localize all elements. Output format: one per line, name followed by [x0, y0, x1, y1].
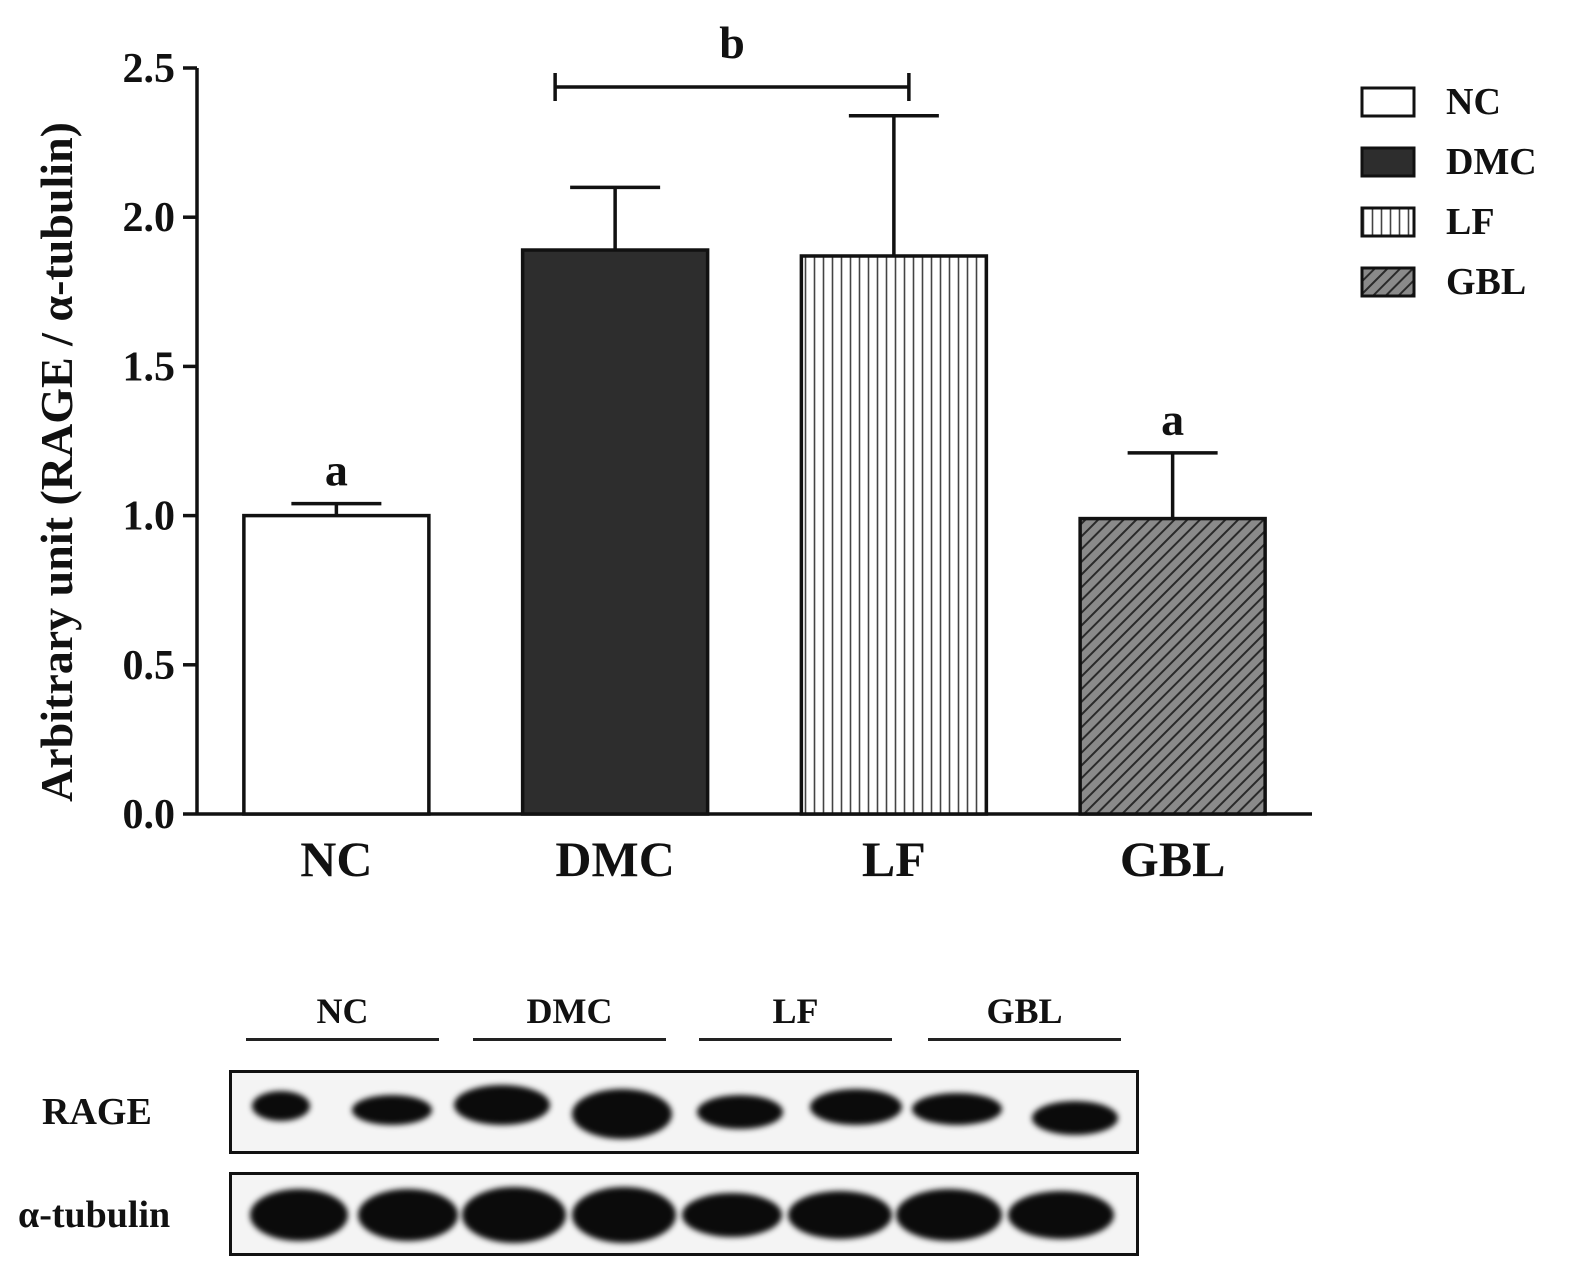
- blot-group-label: GBL: [986, 991, 1063, 1031]
- blot-group-line: [473, 1038, 666, 1041]
- legend-label: NC: [1446, 81, 1501, 123]
- blot-group-line: [928, 1038, 1121, 1041]
- bar: [799, 254, 989, 816]
- blot-group-lf: LF: [699, 990, 892, 1041]
- legend-label: DMC: [1446, 141, 1537, 183]
- x-tick-label: DMC: [555, 831, 674, 887]
- band: [912, 1093, 1002, 1125]
- bar: [1078, 516, 1267, 816]
- y-tick-label: 2.5: [123, 46, 176, 92]
- band: [358, 1189, 458, 1241]
- legend-swatch: [1360, 146, 1416, 178]
- band: [352, 1095, 432, 1125]
- blot-group-label: NC: [316, 991, 369, 1031]
- blot-row-label-tubulin: α-tubulin: [18, 1194, 171, 1236]
- y-tick-label: 2.0: [123, 195, 176, 241]
- band: [1032, 1101, 1118, 1135]
- band: [896, 1189, 1002, 1241]
- bar: [520, 248, 710, 816]
- blot-group-dmc: DMC: [473, 990, 666, 1041]
- y-tick-label: 0.5: [123, 643, 176, 689]
- bar-chart: 0.0 0.5 1.0 1.5 2.0 2.5 NC DMC LF GBL a a b NC DMC L…: [31, 17, 1537, 887]
- y-tick-label: 0.0: [123, 792, 176, 838]
- blot-group-label: LF: [772, 991, 819, 1031]
- band: [682, 1193, 782, 1237]
- blot-group-label: DMC: [526, 991, 613, 1031]
- significance-letter: a: [1161, 394, 1184, 445]
- x-tick-label: GBL: [1120, 831, 1226, 887]
- band: [788, 1191, 892, 1239]
- y-tick-label: 1.5: [123, 344, 176, 390]
- blot-group-line: [699, 1038, 892, 1041]
- x-tick-label: LF: [862, 831, 926, 887]
- x-tick-label: NC: [300, 831, 372, 887]
- band: [462, 1187, 566, 1243]
- y-axis-label: Arbitrary unit (RAGE / α-tubulin): [31, 122, 82, 802]
- y-tick-label: 1.0: [123, 494, 176, 540]
- band: [810, 1089, 902, 1125]
- blot-strip-tubulin: [229, 1172, 1139, 1256]
- band: [572, 1089, 672, 1139]
- blot-group-nc: NC: [246, 990, 439, 1041]
- legend-label: GBL: [1446, 261, 1526, 303]
- band: [572, 1187, 676, 1243]
- legend-swatch: [1360, 266, 1416, 298]
- band: [252, 1091, 310, 1121]
- legend-swatch: [1360, 206, 1416, 238]
- blot-row-label-rage: RAGE: [42, 1091, 152, 1133]
- significance-letter: a: [325, 445, 348, 496]
- band: [1008, 1191, 1114, 1239]
- band: [454, 1085, 550, 1125]
- blot-group-line: [246, 1038, 439, 1041]
- legend-label: LF: [1446, 201, 1495, 243]
- western-blot-panel: NC DMC LF GBL RAGE α-tubulin: [0, 960, 1577, 1284]
- blot-strip-rage: [229, 1070, 1139, 1154]
- band: [250, 1189, 348, 1241]
- legend-swatch: [1360, 86, 1416, 118]
- bracket-letter: b: [719, 17, 745, 68]
- band: [697, 1095, 783, 1129]
- bar: [242, 513, 431, 816]
- blot-group-gbl: GBL: [928, 990, 1121, 1041]
